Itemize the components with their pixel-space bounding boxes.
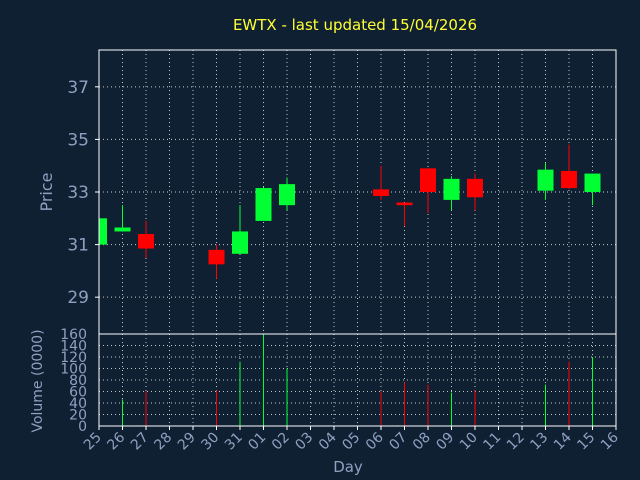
x-tick-label: 14	[551, 429, 575, 453]
volume-panel-border	[98, 333, 617, 427]
x-tick-label: 26	[104, 429, 128, 453]
volume-tick-label: 60	[69, 385, 87, 401]
x-axis-label: Day	[333, 458, 363, 476]
volume-tick-label: 140	[60, 339, 87, 355]
candle-body	[584, 173, 601, 192]
x-tick-label: 16	[598, 429, 622, 453]
x-tick-label: 06	[363, 429, 387, 453]
x-tick-label: 03	[292, 430, 316, 454]
price-tick-label: 29	[67, 288, 89, 308]
x-tick-label: 08	[410, 430, 434, 454]
volume-tick-label: 0	[78, 419, 87, 435]
price-tick-label: 37	[67, 78, 89, 98]
candles	[99, 144, 601, 279]
candle-body	[138, 234, 154, 249]
chart-title: EWTX - last updated 15/04/2026	[233, 16, 477, 34]
x-tick-label: 09	[433, 430, 457, 454]
price-tick-label: 31	[67, 236, 89, 256]
volume-tick-label: 160	[60, 327, 87, 343]
price-axis-label: Price	[37, 172, 56, 211]
volume-tick-label: 120	[60, 350, 87, 366]
volume-axis-label: Volume (0000)	[30, 329, 46, 432]
x-tick-label: 30	[198, 430, 222, 454]
x-tick-label: 11	[480, 430, 504, 454]
price-tick-label: 33	[67, 183, 89, 203]
x-tick-label: 04	[316, 429, 340, 453]
x-tick-label: 10	[457, 430, 481, 454]
candle-body	[420, 168, 436, 192]
candle-body	[208, 249, 225, 265]
x-tick-label: 12	[504, 430, 528, 454]
candle-body	[279, 184, 295, 206]
x-axis: 25 26 27 28 29 30 31 01 02 03 04 05 06 07 08 09 10 11 12 13…	[81, 426, 622, 453]
x-tick-label: 15	[574, 430, 598, 454]
x-tick-label: 28	[151, 430, 175, 454]
price-tick-label: 35	[67, 130, 89, 150]
x-tick-label: 05	[339, 430, 363, 454]
candle-body	[396, 202, 413, 206]
candle-body	[114, 227, 131, 232]
candle-body	[443, 178, 460, 200]
x-tick-label: 02	[269, 430, 293, 454]
x-tick-label: 31	[222, 430, 246, 454]
x-tick-label: 07	[386, 430, 410, 454]
candle-body	[467, 178, 483, 198]
x-tick-label: 27	[128, 430, 152, 454]
volume-tick-label: 100	[60, 362, 87, 378]
candle-body	[373, 189, 389, 196]
candle-body	[561, 170, 577, 189]
x-tick-label: 13	[527, 430, 551, 454]
candle-body	[232, 231, 248, 254]
candle-body	[537, 169, 554, 191]
candle-body	[255, 188, 272, 221]
price-panel-border	[98, 49, 617, 335]
volume-tick-label: 80	[69, 373, 87, 389]
volume-tick-label: 20	[69, 408, 87, 424]
x-tick-label: 01	[245, 430, 269, 454]
x-tick-label: 29	[175, 430, 199, 454]
candle-body	[99, 218, 107, 245]
volume-tick-label: 40	[69, 396, 87, 412]
price-panel: 29 31 33 35 37	[67, 49, 617, 335]
